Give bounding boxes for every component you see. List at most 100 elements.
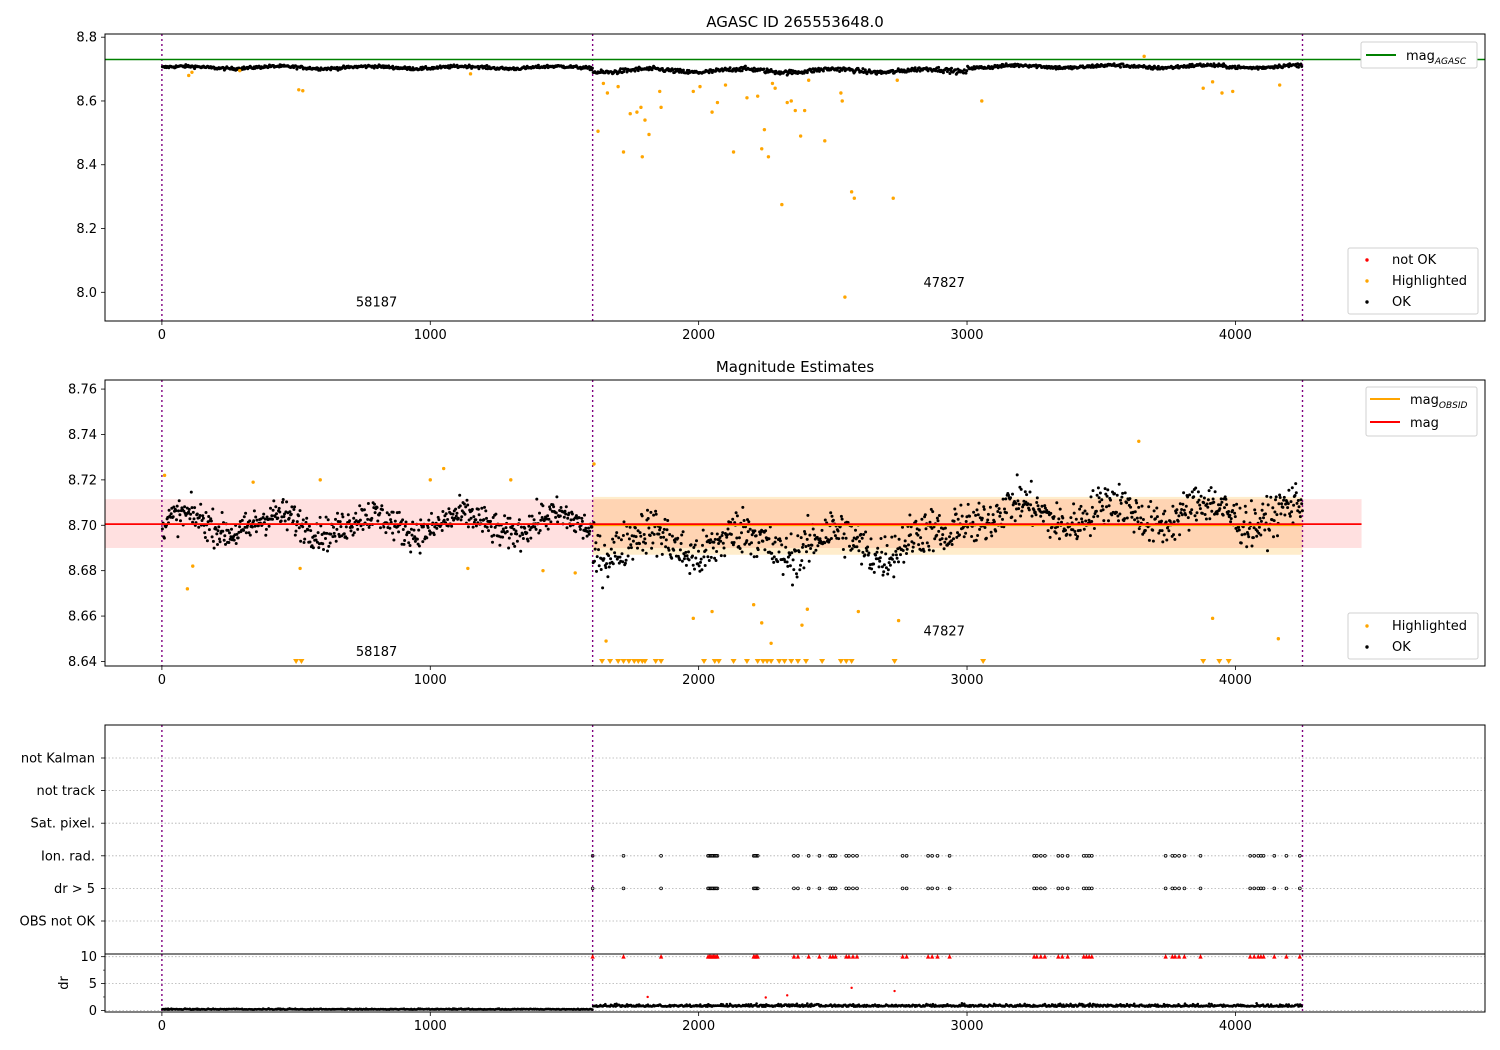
ok-point <box>975 508 979 512</box>
ok-point <box>290 505 294 509</box>
dr-capped-marker <box>1261 954 1266 959</box>
ok-point <box>555 495 559 499</box>
ok-point <box>549 520 553 524</box>
ok-point <box>603 543 607 547</box>
ok-point <box>966 525 970 529</box>
ok-point <box>1233 511 1237 515</box>
ok-point <box>554 515 558 519</box>
ok-point <box>966 502 970 506</box>
ok-point <box>1018 485 1022 489</box>
ok-point <box>1133 518 1137 522</box>
highlighted-point <box>466 566 470 571</box>
ok-point <box>472 515 476 519</box>
ok-point <box>189 512 193 516</box>
ok-point <box>299 539 303 543</box>
ok-point <box>803 530 806 533</box>
ok-point <box>1032 508 1036 512</box>
ok-point <box>254 515 258 519</box>
highlighted-point <box>715 100 720 105</box>
ok-point <box>517 518 521 522</box>
x-tick-label: 4000 <box>1219 1019 1252 1034</box>
ok-point <box>1283 513 1287 517</box>
dr-point <box>1300 1004 1303 1008</box>
dr-point <box>755 1002 758 1005</box>
ok-point <box>784 536 788 540</box>
ok-point <box>171 515 175 519</box>
ok-point <box>621 534 625 537</box>
ok-point <box>1118 512 1122 516</box>
ok-point <box>701 528 705 532</box>
highlighted-point <box>191 564 195 568</box>
flag-point <box>1272 853 1277 858</box>
ok-point <box>809 547 813 550</box>
ok-point <box>1027 508 1031 512</box>
ok-point <box>1182 491 1186 495</box>
ok-point <box>570 512 574 516</box>
ok-point <box>665 528 669 532</box>
ok-point <box>381 508 384 512</box>
dr-point <box>591 1008 594 1011</box>
ok-point <box>694 556 698 560</box>
ok-point <box>1167 529 1171 533</box>
ok-point <box>778 539 782 543</box>
ok-point <box>1040 504 1044 508</box>
dr-point <box>1132 1002 1136 1006</box>
ok-point <box>207 528 211 532</box>
ok-point <box>960 514 964 518</box>
x-tick-label: 0 <box>158 328 166 343</box>
ok-point <box>309 529 313 533</box>
ok-point <box>470 507 474 511</box>
ok-point <box>324 537 327 540</box>
ok-point <box>624 558 628 562</box>
flag-point <box>590 853 595 858</box>
ok-point <box>1024 500 1028 504</box>
ok-point <box>264 527 268 531</box>
ok-point <box>1143 529 1147 532</box>
ok-point <box>801 543 805 546</box>
y-tick-label: 8.76 <box>68 383 97 398</box>
ok-point <box>216 543 219 546</box>
ok-point <box>556 520 560 524</box>
ok-point <box>1097 496 1101 500</box>
flag-point <box>755 853 760 858</box>
ok-point <box>634 535 638 539</box>
ok-point <box>950 66 953 70</box>
ok-point <box>997 507 1001 511</box>
flag-point <box>755 886 760 891</box>
highlighted-point <box>698 84 702 89</box>
ok-point <box>209 517 213 521</box>
ok-point <box>1113 492 1116 496</box>
highlighted-point <box>755 94 760 98</box>
ok-point <box>1034 513 1038 517</box>
ok-point <box>613 554 617 558</box>
ok-point <box>840 517 844 521</box>
ok-point <box>1168 519 1172 523</box>
ok-point <box>329 532 333 536</box>
ok-point <box>1161 540 1165 544</box>
ok-point <box>1223 495 1227 499</box>
ok-point <box>899 553 902 557</box>
ok-point <box>1102 519 1106 523</box>
ok-point <box>1252 526 1256 530</box>
ok-point <box>1202 501 1206 505</box>
highlighted-point <box>1201 86 1205 90</box>
ok-point <box>554 511 558 515</box>
ok-point <box>659 535 663 539</box>
ok-point <box>689 543 693 547</box>
ok-point <box>785 560 789 564</box>
y-tick-label: 8.64 <box>68 655 97 670</box>
ok-point <box>797 550 801 554</box>
ok-point <box>1238 506 1242 510</box>
ok-point <box>295 520 299 524</box>
ok-point <box>745 539 749 543</box>
ok-point <box>1289 500 1293 504</box>
ok-point <box>254 530 258 534</box>
ok-point <box>717 542 721 545</box>
ok-point <box>442 518 446 522</box>
lower-limit-marker <box>652 659 659 664</box>
ok-point <box>1016 499 1020 503</box>
ok-point <box>968 514 972 518</box>
flag-point <box>792 853 796 858</box>
ok-point <box>349 529 353 533</box>
dr-capped-marker <box>929 954 935 959</box>
